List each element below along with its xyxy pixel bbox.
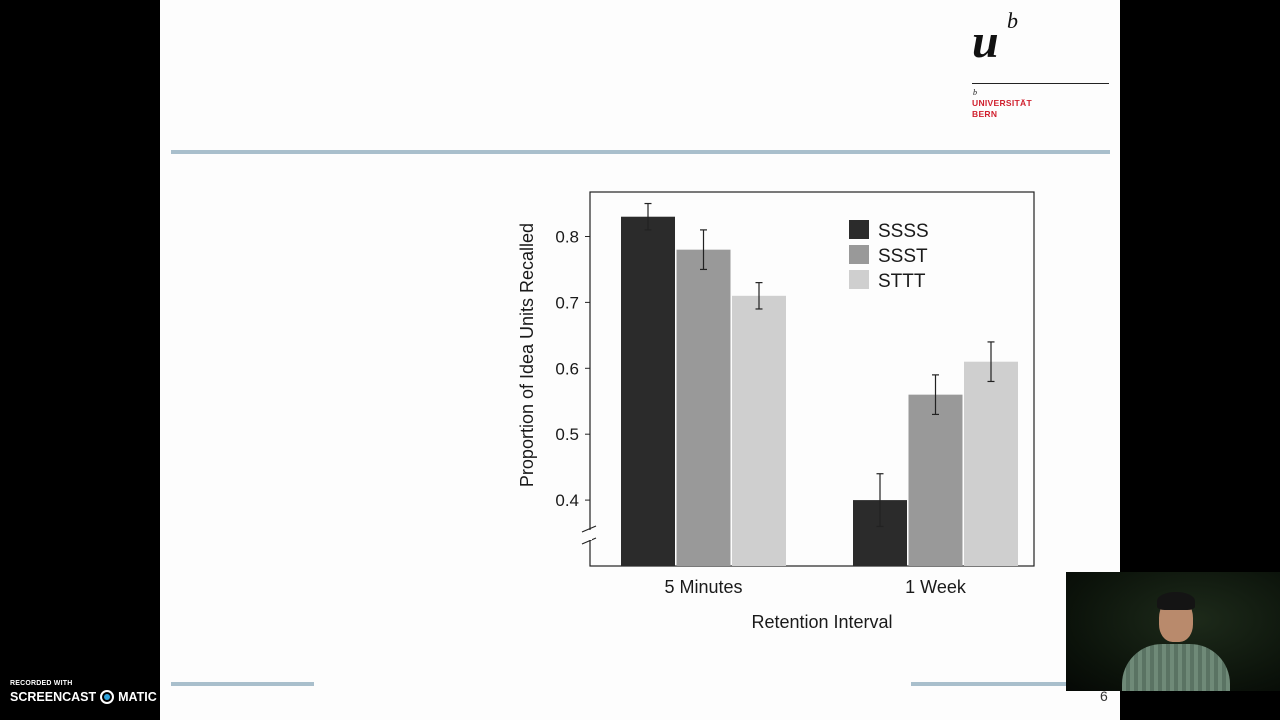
plot-frame <box>589 191 1035 567</box>
y-tick-label: 0.7 <box>555 293 579 312</box>
footer-rule-left <box>171 682 314 686</box>
legend-label-ssst: SSST <box>878 246 928 267</box>
bar-sttt <box>732 295 786 566</box>
header-rule <box>171 150 1110 154</box>
logo-divider <box>972 83 1109 84</box>
axis-break-gap <box>588 530 592 540</box>
x-axis-title: Retention Interval <box>751 612 892 632</box>
chart-svg: 0.4 0.5 0.6 0.7 0.8 5 Minutes 1 Week Retention … <box>517 191 1035 632</box>
logo-text-line2: BERN <box>972 109 998 119</box>
bar-ssss <box>621 216 675 566</box>
logo-small-b: b <box>973 88 977 97</box>
logo-text: UNIVERSITÄT BERN <box>972 98 1032 120</box>
axis-break-mark <box>581 525 597 533</box>
university-logo: u b b UNIVERSITÄT BERN <box>972 6 1112 126</box>
y-tick-label: 0.4 <box>555 491 579 510</box>
y-tick-label: 0.8 <box>555 227 579 246</box>
logo-mark-b: b <box>1007 8 1018 33</box>
y-tick-label: 0.5 <box>555 425 579 444</box>
screencast-watermark: RECORDED WITH SCREENCAST MATIC <box>10 680 157 704</box>
presenter-body <box>1122 644 1230 691</box>
webcam-overlay <box>1066 572 1280 691</box>
slide: u b b UNIVERSITÄT BERN 0.4 0.5 0.6 0.7 0.8 5 … <box>160 0 1120 720</box>
watermark-brand: SCREENCAST MATIC <box>10 690 157 704</box>
legend-swatch-ssst <box>849 245 869 264</box>
watermark-brand-right: MATIC <box>118 690 157 704</box>
logo-text-line1: UNIVERSITÄT <box>972 98 1032 108</box>
presenter-hair <box>1157 592 1195 610</box>
legend-swatch-sttt <box>849 270 869 289</box>
legend-label-sttt: STTT <box>878 271 926 292</box>
y-axis-title: Proportion of Idea Units Recalled <box>517 223 537 487</box>
page-number: 6 <box>1100 688 1108 704</box>
y-tick-label: 0.6 <box>555 359 579 378</box>
bar-ssst <box>676 249 731 566</box>
legend-label-ssss: SSSS <box>878 221 929 242</box>
footer-rule-right <box>911 682 1110 686</box>
bar-chart: 0.4 0.5 0.6 0.7 0.8 5 Minutes 1 Week Retention … <box>500 180 1060 650</box>
record-icon <box>100 690 115 704</box>
watermark-brand-left: SCREENCAST <box>10 690 97 704</box>
x-tick-label: 5 Minutes <box>664 577 742 597</box>
bar-ssst <box>908 394 963 566</box>
bar-sttt <box>964 361 1018 566</box>
legend-swatch-ssss <box>849 220 869 239</box>
logo-mark-u: u <box>972 15 999 68</box>
x-tick-label: 1 Week <box>905 577 967 597</box>
axis-break-mark <box>581 537 597 545</box>
watermark-recorded-with: RECORDED WITH <box>10 680 73 687</box>
